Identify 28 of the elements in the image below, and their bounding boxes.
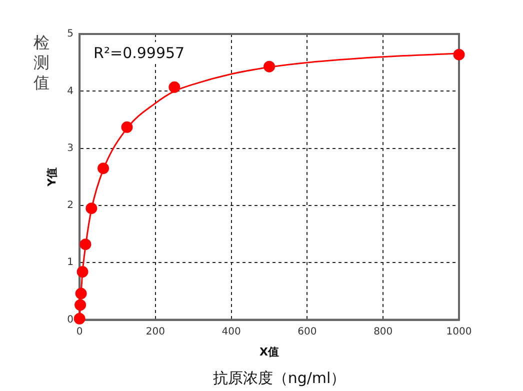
y-tick-label: 1 xyxy=(67,257,74,268)
point xyxy=(98,162,110,174)
x-tick-label: 1000 xyxy=(446,326,472,338)
text: 检测值 xyxy=(34,33,50,92)
point xyxy=(74,312,86,324)
x-tick-label: 600 xyxy=(298,326,317,338)
y-tick-label: 3 xyxy=(67,142,74,154)
x-tick-label: 0 xyxy=(76,326,83,338)
x-tick-label: 800 xyxy=(374,326,393,338)
x-tick-label: 200 xyxy=(146,326,165,338)
text: 抗原浓度（ng/ml） xyxy=(212,369,346,387)
point xyxy=(74,299,86,311)
x-axis-title: X值 xyxy=(260,345,280,358)
point xyxy=(75,288,87,300)
x-tick-label: 400 xyxy=(222,326,241,338)
point xyxy=(264,60,276,72)
point xyxy=(76,266,88,278)
point xyxy=(80,238,92,250)
y-tick-label: 5 xyxy=(67,28,74,40)
point xyxy=(121,121,133,133)
point xyxy=(453,48,465,60)
y-tick-label: 4 xyxy=(67,86,74,97)
y-axis-title: Y值 xyxy=(45,167,58,188)
point xyxy=(168,81,180,93)
point xyxy=(86,202,98,214)
y-tick-label: 2 xyxy=(67,200,74,212)
y-tick-label: 0 xyxy=(67,314,74,326)
annotation: R²=0.99957 xyxy=(94,44,185,62)
